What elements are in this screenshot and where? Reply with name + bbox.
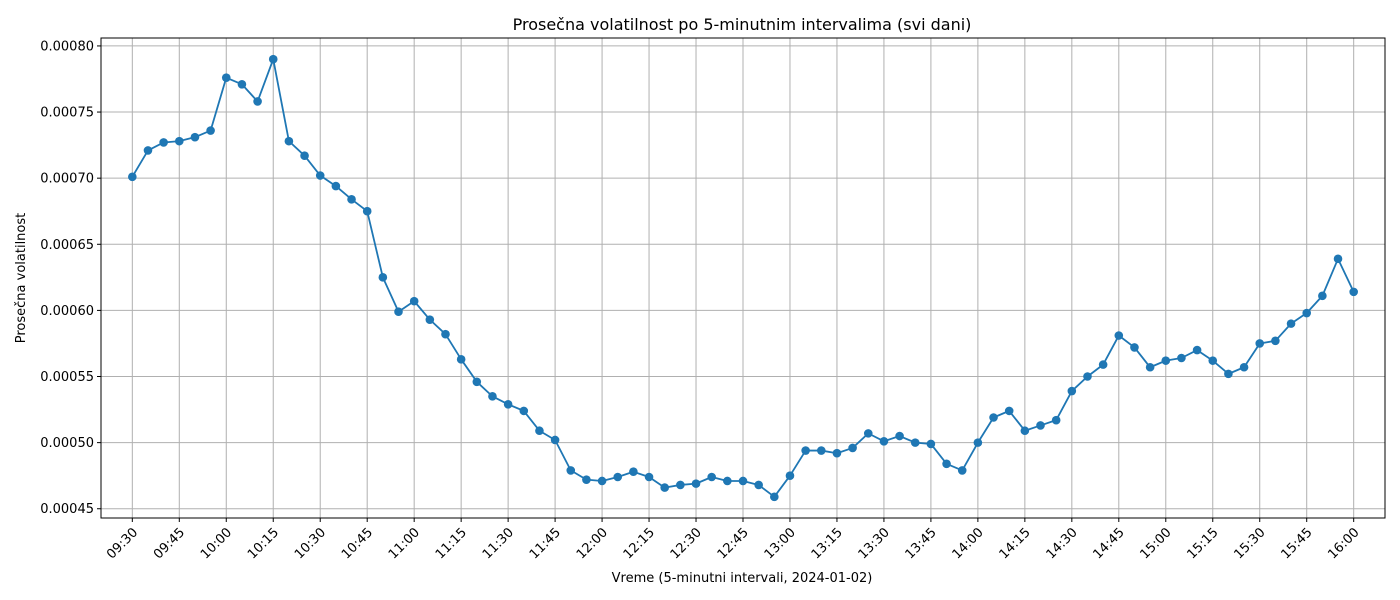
data-point (409, 296, 419, 306)
data-point (519, 406, 529, 416)
y-axis-title: Prosečna volatilnost (14, 213, 29, 344)
data-point (723, 476, 732, 486)
chart-title: Prosečna volatilnost po 5-minutnim inter… (513, 15, 972, 34)
data-point (1302, 308, 1312, 318)
y-tick-label: 0.00060 (40, 304, 94, 319)
data-point (1145, 362, 1155, 372)
data-point (1114, 331, 1124, 340)
data-point (190, 132, 200, 142)
data-point (770, 492, 779, 502)
data-point (989, 413, 998, 422)
data-point (644, 472, 654, 482)
data-point (754, 480, 763, 490)
data-point (973, 438, 983, 447)
data-point (816, 446, 826, 455)
y-axis: 0.00045 0.00050 0.00055 0.00060 0.00065 0.000… (40, 39, 101, 517)
data-point (926, 439, 936, 449)
y-tick-label: 0.00070 (40, 172, 94, 187)
data-point (863, 429, 873, 438)
data-point (910, 438, 920, 447)
data-point (1333, 254, 1343, 264)
data-point (143, 146, 153, 155)
data-point (441, 329, 450, 339)
data-point (1067, 386, 1077, 396)
data-point (503, 399, 513, 409)
data-point (597, 476, 607, 486)
data-point (268, 54, 278, 64)
data-point (456, 355, 466, 364)
data-point (691, 479, 701, 488)
grid-lines (101, 38, 1385, 518)
data-point (832, 448, 842, 458)
data-point (472, 377, 482, 387)
data-point (237, 79, 247, 89)
data-point (315, 171, 325, 180)
data-point (284, 136, 294, 146)
data-point (676, 480, 685, 490)
y-tick-label: 0.00050 (40, 436, 94, 451)
data-point (128, 172, 137, 182)
data-point (221, 73, 231, 82)
y-tick-label: 0.00055 (40, 370, 94, 385)
data-point (660, 483, 670, 492)
data-point (1083, 372, 1092, 381)
data-point (801, 446, 810, 455)
y-tick-label: 0.00065 (40, 238, 94, 253)
data-point (206, 126, 215, 135)
y-tick-label: 0.00075 (40, 106, 94, 121)
data-point (1161, 356, 1171, 365)
data-point (331, 181, 341, 191)
data-point (957, 466, 967, 475)
x-axis-title: Vreme (5-minutni intervali, 2024-01-02) (612, 571, 873, 586)
series-volatility (128, 54, 1358, 502)
data-point (1239, 362, 1249, 372)
data-point (1130, 343, 1139, 352)
data-point (159, 138, 168, 147)
data-point (785, 471, 795, 480)
y-tick-label: 0.00045 (40, 502, 94, 517)
data-point (1177, 353, 1186, 363)
data-point (535, 426, 544, 436)
data-point (1286, 319, 1296, 328)
data-point (1318, 291, 1327, 301)
data-point (253, 97, 262, 106)
data-point (629, 467, 638, 477)
data-point (707, 472, 716, 482)
data-point (1208, 356, 1218, 365)
data-point (1098, 360, 1108, 369)
data-point (942, 459, 951, 469)
data-point (488, 392, 497, 401)
data-point (174, 136, 184, 146)
data-point (1036, 421, 1045, 430)
data-point (347, 195, 356, 204)
data-point (613, 472, 623, 482)
data-point (1271, 336, 1280, 346)
data-point (848, 443, 857, 453)
data-point (879, 437, 889, 446)
data-point (394, 307, 403, 317)
data-point (1349, 287, 1358, 297)
data-point (566, 466, 576, 475)
data-point (1224, 369, 1233, 379)
data-point (425, 315, 435, 324)
data-point (1255, 339, 1265, 348)
data-point (1020, 426, 1030, 436)
data-point (300, 151, 309, 160)
y-tick-label: 0.00080 (40, 39, 94, 54)
data-point (362, 206, 372, 216)
data-point (1004, 406, 1014, 416)
data-point (738, 476, 748, 486)
data-point (582, 475, 591, 484)
data-point (1192, 345, 1202, 355)
data-point (378, 273, 388, 282)
data-point (895, 431, 904, 441)
data-point (1051, 415, 1061, 425)
data-point (550, 435, 560, 445)
